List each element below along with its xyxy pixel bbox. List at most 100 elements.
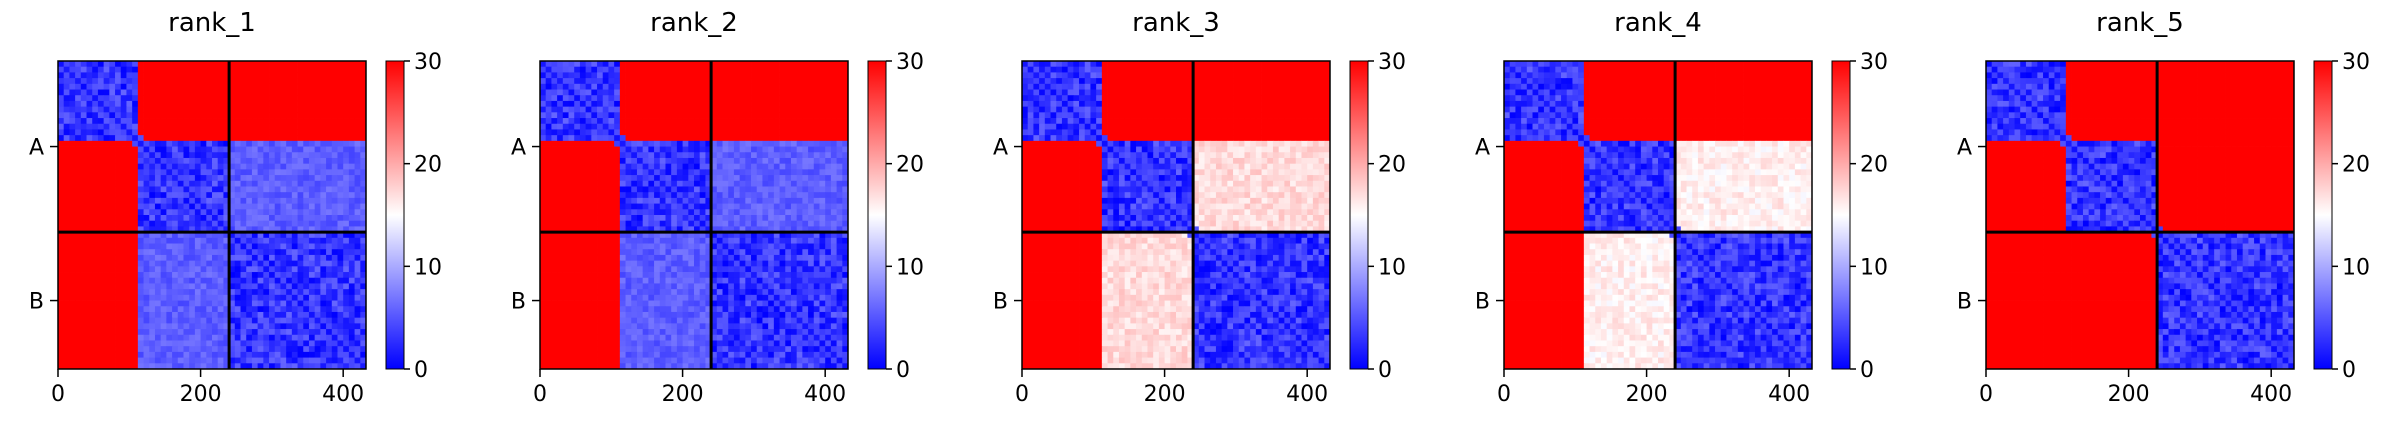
heatmap-cell <box>297 243 304 250</box>
heatmap-cell <box>166 334 173 341</box>
heatmap-cell <box>796 226 803 233</box>
heatmap-cell <box>790 112 798 119</box>
heatmap-cell <box>688 186 695 193</box>
heatmap-cell <box>602 220 609 227</box>
heatmap-cell <box>768 209 775 216</box>
heatmap-cell <box>790 254 798 262</box>
heatmap-cell <box>688 89 695 96</box>
heatmap-cell <box>768 118 775 125</box>
heatmap-cell <box>206 289 213 296</box>
heatmap-cell <box>354 311 361 319</box>
heatmap-cell <box>739 106 746 113</box>
heatmap-cell <box>585 249 592 256</box>
heatmap-cell <box>711 237 718 244</box>
heatmap-cell <box>320 329 327 336</box>
heatmap-cell <box>699 192 706 199</box>
heatmap-cell <box>212 72 219 79</box>
heatmap-cell <box>75 112 82 119</box>
heatmap-cell <box>326 169 333 176</box>
heatmap-cell <box>636 100 644 108</box>
heatmap-cell <box>694 237 701 244</box>
heatmap-cell <box>160 294 167 301</box>
heatmap-cell <box>711 83 718 90</box>
heatmap-cell <box>733 254 741 262</box>
heatmap-cell <box>86 112 93 119</box>
heatmap-cell <box>234 180 241 187</box>
heatmap-cell <box>308 118 316 125</box>
heatmap-cell <box>297 311 304 319</box>
heatmap-cell <box>830 209 837 216</box>
heatmap-cell <box>331 186 338 193</box>
heatmap-cell <box>722 237 729 244</box>
heatmap-cell <box>308 129 316 136</box>
heatmap-cell <box>263 66 270 73</box>
heatmap-cell <box>779 215 786 222</box>
heatmap-cell <box>579 266 587 273</box>
heatmap-cell <box>69 311 76 319</box>
heatmap-cell <box>705 83 712 90</box>
heatmap-cell <box>343 363 350 370</box>
heatmap-cell <box>574 95 581 102</box>
heatmap-cell <box>75 346 82 353</box>
heatmap-cell <box>790 237 798 244</box>
heatmap-cell <box>636 226 644 233</box>
heatmap-cell <box>115 66 122 73</box>
heatmap-cell <box>303 363 310 370</box>
heatmap-cell <box>813 254 820 262</box>
heatmap-cell <box>166 89 173 96</box>
heatmap-cell <box>206 146 213 153</box>
heatmap-cell <box>320 163 327 170</box>
heatmap-cell <box>625 83 632 90</box>
heatmap-cell <box>92 129 99 136</box>
heatmap-cell <box>166 118 173 125</box>
heatmap-cell <box>779 123 786 130</box>
heatmap-cell <box>676 272 683 279</box>
heatmap-cell <box>303 289 310 296</box>
heatmap-cell <box>648 118 655 125</box>
heatmap-cell <box>189 146 196 153</box>
heatmap-cell <box>286 254 293 262</box>
heatmap-cell <box>229 89 236 96</box>
heatmap-cell <box>836 129 843 136</box>
heatmap-cell <box>229 323 236 330</box>
heatmap-cell <box>234 100 241 108</box>
heatmap-cell <box>331 112 338 119</box>
heatmap-cell <box>234 323 241 330</box>
heatmap-cell <box>109 340 116 347</box>
heatmap-cell <box>354 294 361 301</box>
heatmap-cell <box>291 329 298 336</box>
heatmap-cell <box>360 129 367 136</box>
heatmap-cell <box>69 272 76 279</box>
heatmap-cell <box>830 226 837 233</box>
heatmap-cell <box>785 192 792 199</box>
heatmap-cell <box>360 300 367 307</box>
heatmap-cell <box>762 112 769 119</box>
heatmap-cell <box>97 272 105 279</box>
heatmap-cell <box>768 220 775 227</box>
heatmap-cell <box>234 254 241 262</box>
heatmap-cell <box>785 180 792 187</box>
heatmap-cell <box>126 237 133 244</box>
heatmap-cell <box>291 192 298 199</box>
heatmap-cell <box>120 163 127 170</box>
heatmap-cell <box>619 89 626 96</box>
heatmap-cell <box>608 146 615 153</box>
heatmap-cell <box>682 83 689 90</box>
heatmap-cell <box>614 129 621 136</box>
heatmap-cell <box>115 334 122 341</box>
heatmap-cell <box>825 78 832 85</box>
heatmap-cell <box>551 260 558 267</box>
heatmap-cell <box>320 83 327 90</box>
heatmap-cell <box>189 192 196 199</box>
heatmap-cell <box>745 232 752 239</box>
heatmap-cell <box>280 66 287 73</box>
heatmap-cell <box>842 192 849 199</box>
heatmap-cell <box>194 340 201 347</box>
heatmap-cell <box>360 272 367 279</box>
heatmap-cell <box>808 215 815 222</box>
heatmap-cell <box>246 237 253 244</box>
heatmap-cell <box>654 157 661 165</box>
heatmap-cell <box>756 118 763 125</box>
heatmap-cell <box>314 66 321 73</box>
heatmap-cell <box>796 180 803 187</box>
